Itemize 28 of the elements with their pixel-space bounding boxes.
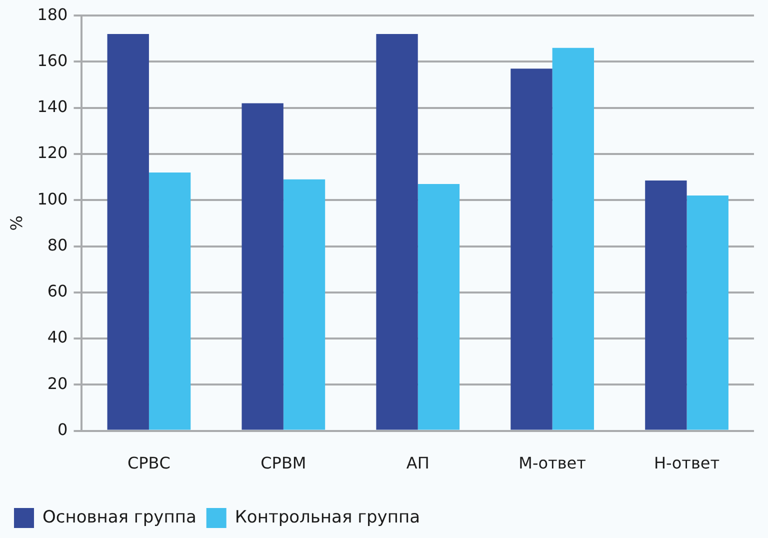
bar xyxy=(510,68,552,430)
y-tick-label: 0 xyxy=(58,420,68,439)
bar xyxy=(242,103,284,430)
bar xyxy=(283,179,326,430)
legend-label: Основная группа xyxy=(42,507,196,528)
y-tick-label: 160 xyxy=(37,50,68,70)
x-tick-label: СРВС xyxy=(127,454,170,473)
bar xyxy=(107,34,149,430)
legend-label: Контрольная группа xyxy=(234,507,420,528)
bar xyxy=(686,196,728,430)
x-tick-label: М-ответ xyxy=(518,454,586,473)
y-tick-label: 20 xyxy=(47,374,68,393)
bar xyxy=(645,180,687,430)
bar xyxy=(552,48,594,430)
x-tick-label: АП xyxy=(406,454,430,473)
y-tick-label: 180 xyxy=(37,4,68,24)
x-tick-label: Н-ответ xyxy=(654,454,720,473)
y-tick-label: 80 xyxy=(47,235,68,254)
y-tick-label: 140 xyxy=(37,97,68,116)
y-tick-label: 100 xyxy=(37,189,68,208)
bar xyxy=(148,172,191,430)
y-tick-label: 120 xyxy=(37,143,68,162)
y-tick-label: 60 xyxy=(47,282,68,301)
y-axis-title: % xyxy=(6,216,26,231)
x-tick-label: СРВМ xyxy=(260,454,306,473)
y-tick-label: 40 xyxy=(47,328,68,347)
bar xyxy=(418,184,460,430)
bar xyxy=(376,34,418,430)
